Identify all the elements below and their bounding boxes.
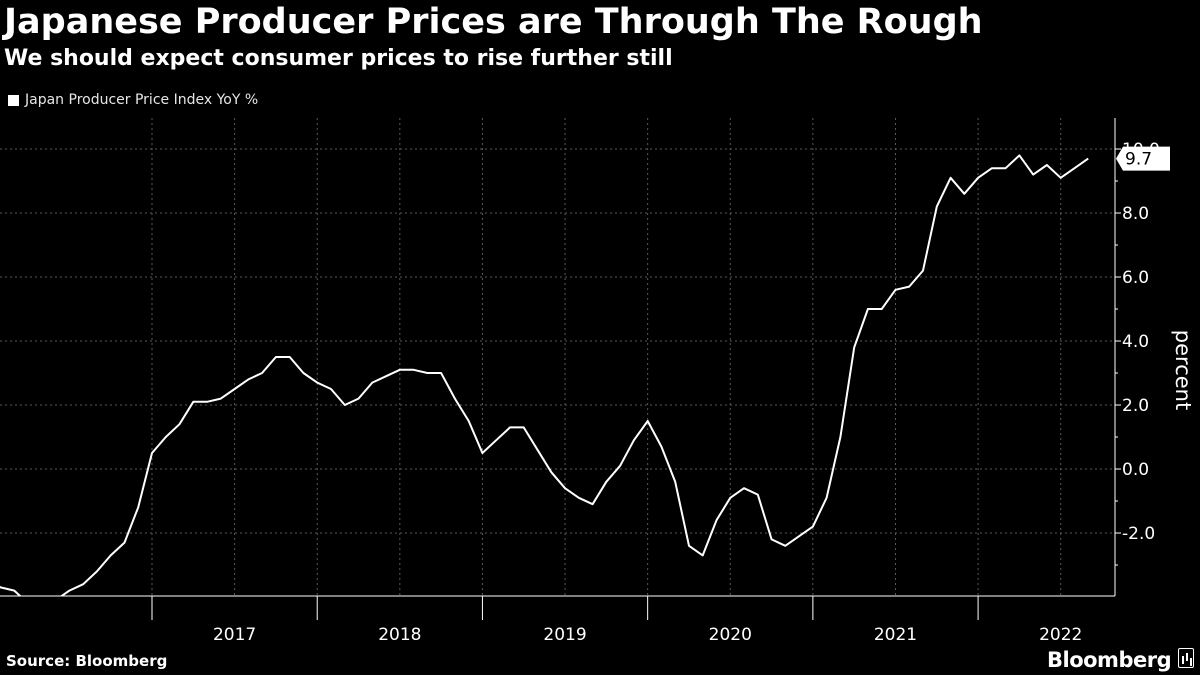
x-tick-label: 2022	[1039, 625, 1082, 645]
chart-title: Japanese Producer Prices are Through The…	[4, 2, 983, 42]
legend: Japan Producer Price Index YoY %	[8, 92, 258, 108]
series-line-japan-ppi	[0, 154, 1089, 596]
x-tick-label: 2019	[543, 625, 586, 645]
legend-label: Japan Producer Price Index YoY %	[25, 92, 259, 108]
source-note: Source: Bloomberg	[6, 652, 168, 670]
last-value-badge	[1116, 146, 1170, 171]
y-tick-label: 4.0	[1122, 332, 1149, 352]
y-axis-ticks: -2.00.02.04.06.08.010.0	[1115, 140, 1160, 566]
x-tick-label: 2017	[213, 625, 256, 645]
x-tick-label: 2021	[874, 625, 917, 645]
x-tick-label: 2018	[378, 625, 421, 645]
last-value-label: 9.7	[1125, 150, 1152, 170]
y-axis-label: percent	[1171, 330, 1195, 410]
chart-icon	[1178, 648, 1194, 668]
x-tick-label: 2020	[709, 625, 752, 645]
chart-subtitle: We should expect consumer prices to rise…	[4, 46, 673, 71]
axes	[0, 118, 1116, 597]
y-tick-label: 0.0	[1122, 460, 1149, 480]
last-value-group: 9.7	[1116, 146, 1170, 171]
y-tick-label: -2.0	[1122, 524, 1155, 544]
series-group	[0, 154, 1089, 596]
legend-swatch-icon	[8, 94, 19, 106]
x-axis-ticks: 2017 2018 2019 2020 2021 2022	[151, 596, 1082, 645]
y-tick-label: 2.0	[1122, 396, 1149, 416]
y-tick-label: 6.0	[1122, 268, 1149, 288]
brand-logo: Bloomberg	[1047, 648, 1172, 672]
grid-lines	[0, 118, 1115, 596]
y-tick-label: 8.0	[1122, 204, 1149, 224]
